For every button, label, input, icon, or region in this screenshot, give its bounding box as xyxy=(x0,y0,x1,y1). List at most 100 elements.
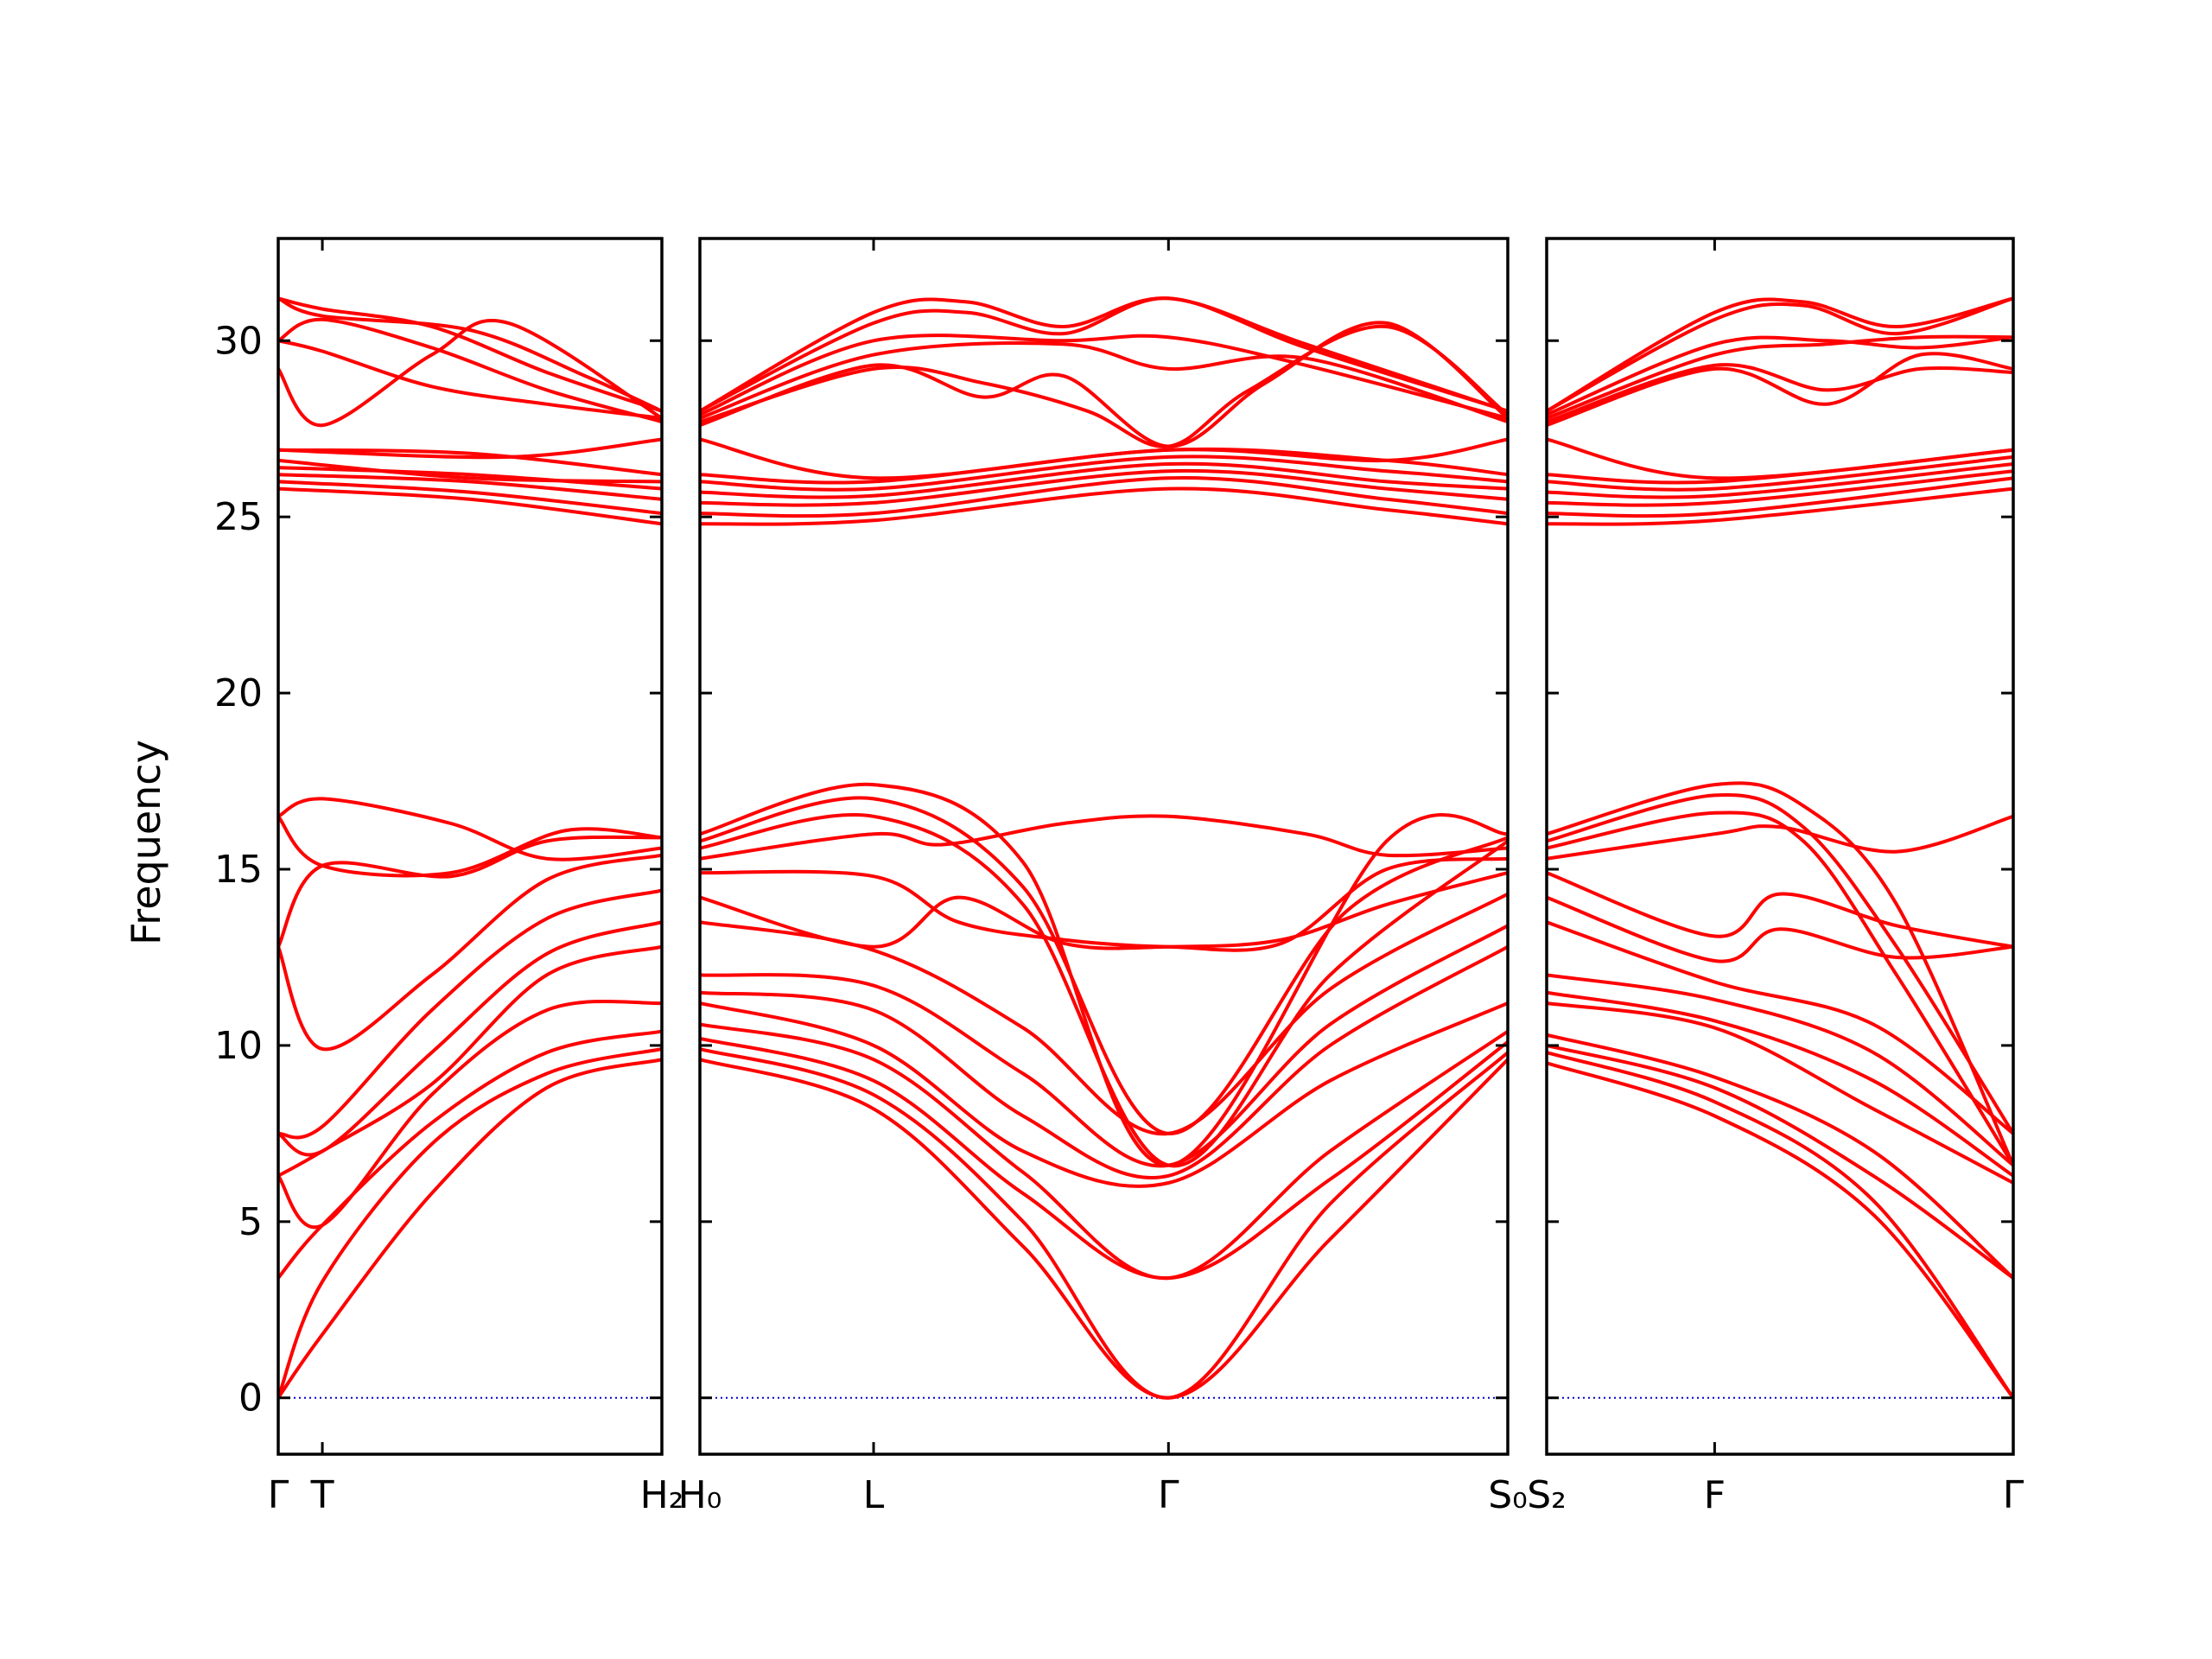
band-line-9 xyxy=(700,871,1508,950)
y-tick-label-1: 5 xyxy=(238,1200,263,1244)
band-line-2 xyxy=(1547,1051,2013,1400)
y-tick-label-0: 0 xyxy=(238,1376,263,1421)
panel-frame xyxy=(698,237,1510,1456)
band-line-18 xyxy=(700,461,1508,499)
band-line-15 xyxy=(278,466,662,491)
band-line-8 xyxy=(1547,920,2013,1135)
y-tick-label-2: 10 xyxy=(214,1024,263,1068)
y-tick-label-3: 15 xyxy=(214,848,263,892)
band-line-3 xyxy=(278,1029,662,1281)
x-tick-label: Γ xyxy=(2003,1473,2024,1517)
band-line-9 xyxy=(278,835,662,949)
band-line-2 xyxy=(700,1047,1508,1400)
x-tick-label: Γ xyxy=(268,1473,289,1517)
band-line-23 xyxy=(1547,363,2013,424)
band-line-23 xyxy=(700,324,1508,448)
band-line-10 xyxy=(700,856,1508,952)
band-line-2 xyxy=(278,1047,662,1400)
band-line-18 xyxy=(278,437,662,460)
band-line-22 xyxy=(700,321,1508,448)
band-line-7 xyxy=(278,888,662,1140)
band-line-10 xyxy=(1547,871,2013,949)
band-line-16 xyxy=(278,458,662,484)
x-tick-label: F xyxy=(1704,1473,1726,1517)
band-line-15 xyxy=(700,486,1508,526)
band-line-26 xyxy=(1547,296,2013,413)
band-line-13 xyxy=(1547,792,2013,1135)
band-line-17 xyxy=(1547,469,2013,507)
band-line-12 xyxy=(700,813,1508,1168)
band-line-7 xyxy=(1547,973,2013,1167)
band-line-1 xyxy=(278,1058,662,1400)
band-line-11 xyxy=(1547,814,2013,861)
x-tick-label: T xyxy=(310,1473,334,1517)
x-tick-label: Γ xyxy=(1158,1473,1179,1517)
band-line-3 xyxy=(1547,1043,2013,1281)
x-tick-label: S₀ xyxy=(1488,1473,1528,1517)
x-tick-label: H₀ xyxy=(678,1473,722,1517)
band-line-10 xyxy=(278,797,662,861)
band-line-4 xyxy=(700,1022,1508,1281)
band-line-6 xyxy=(1547,990,2013,1178)
band-line-12 xyxy=(1547,810,2013,1167)
band-line-24 xyxy=(1547,334,2013,420)
band-line-19 xyxy=(278,319,662,428)
y-tick-label-4: 20 xyxy=(214,671,263,715)
panel-2: H₀ L Γ S₀ xyxy=(678,237,1528,1517)
band-line-16 xyxy=(1547,476,2013,518)
panel-1: Γ T H₂ xyxy=(268,237,684,1517)
band-line-12 xyxy=(278,486,662,526)
band-line-27 xyxy=(1547,296,2013,413)
band-line-13 xyxy=(700,796,1508,1135)
band-line-22 xyxy=(1547,352,2013,428)
band-line-4 xyxy=(278,999,662,1230)
band-line-21 xyxy=(700,437,1508,480)
band-line-5 xyxy=(700,1001,1508,1188)
y-axis-tick-labels: 0 5 10 15 20 25 30 xyxy=(214,319,263,1420)
band-line-24 xyxy=(700,341,1508,424)
band-line-13 xyxy=(278,480,662,516)
band-line-8 xyxy=(278,853,662,1052)
band-line-7 xyxy=(700,924,1508,1168)
band-line-25 xyxy=(700,334,1508,420)
band-line-4 xyxy=(1547,1033,2013,1281)
band-line-3 xyxy=(700,1036,1508,1281)
x-tick-label: H₂ xyxy=(640,1473,684,1517)
band-line-1 xyxy=(700,1058,1508,1400)
band-line-23 xyxy=(278,296,662,413)
y-tick-label-5: 25 xyxy=(214,495,263,539)
band-line-21 xyxy=(1547,437,2013,480)
band-line-22 xyxy=(278,296,662,413)
band-line-21 xyxy=(278,317,662,424)
band-line-11 xyxy=(700,814,1508,861)
panel-frame xyxy=(276,237,664,1456)
band-line-14 xyxy=(278,473,662,501)
band-line-8 xyxy=(700,892,1508,1136)
band-line-14 xyxy=(1547,781,2013,1167)
band-line-6 xyxy=(700,944,1508,1179)
band-line-18 xyxy=(1547,462,2013,499)
y-axis-label: Frequency xyxy=(123,740,169,945)
band-line-9 xyxy=(1547,895,2013,963)
band-line-27 xyxy=(700,296,1508,413)
band-line-1 xyxy=(1547,1061,2013,1400)
band-line-14 xyxy=(700,782,1508,1167)
y-tick-label-6: 30 xyxy=(214,319,263,363)
panel-3: S₂ F Γ xyxy=(1527,237,2024,1517)
panel-frame xyxy=(1545,237,2015,1456)
x-tick-label: S₂ xyxy=(1527,1473,1567,1517)
band-line-26 xyxy=(700,296,1508,413)
band-line-19 xyxy=(700,454,1508,492)
band-line-19 xyxy=(1547,454,2013,492)
band-line-20 xyxy=(278,339,662,420)
band-line-6 xyxy=(278,920,662,1157)
band-line-25 xyxy=(1547,335,2013,416)
x-tick-label: L xyxy=(863,1473,885,1517)
band-line-15 xyxy=(1547,486,2013,526)
band-line-5 xyxy=(1547,1001,2013,1185)
band-line-11 xyxy=(278,814,662,878)
band-line-16 xyxy=(700,476,1508,518)
band-line-17 xyxy=(700,468,1508,507)
